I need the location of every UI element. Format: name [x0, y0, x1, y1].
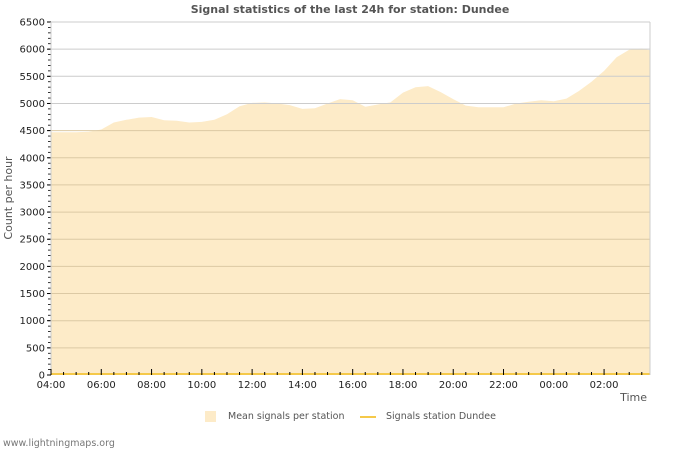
- y-tick-label: 1000: [20, 316, 45, 327]
- y-tick-label: 5500: [20, 72, 45, 83]
- x-tick-label: 12:00: [238, 380, 267, 391]
- y-tick-label: 6000: [20, 45, 45, 56]
- y-tick-label: 2000: [20, 262, 45, 273]
- y-tick-label: 3000: [20, 208, 45, 219]
- x-tick-label: 04:00: [37, 380, 66, 391]
- y-axis-title: Count per hour: [2, 156, 15, 240]
- y-tick-label: 5000: [20, 99, 45, 110]
- legend-item-station: Signals station Dundee: [360, 411, 496, 422]
- y-tick-label: 1500: [20, 289, 45, 300]
- x-tick-label: 20:00: [439, 380, 468, 391]
- x-tick-label: 16:00: [338, 380, 367, 391]
- y-tick-label: 3500: [20, 180, 45, 191]
- chart-title: Signal statistics of the last 24h for st…: [190, 3, 510, 16]
- x-tick-label: 02:00: [590, 380, 619, 391]
- x-axis-title: Time: [619, 391, 647, 404]
- y-tick-label: 6500: [20, 18, 45, 29]
- x-tick-label: 06:00: [87, 380, 116, 391]
- legend-item-mean: Mean signals per station: [205, 411, 344, 422]
- legend-label-station: Signals station Dundee: [386, 411, 496, 422]
- y-tick-label: 4000: [20, 153, 45, 164]
- y-tick-label: 500: [26, 343, 45, 354]
- y-tick-label: 0: [39, 371, 45, 382]
- x-tick-label: 18:00: [389, 380, 418, 391]
- legend-area-swatch: [205, 411, 216, 422]
- x-tick-label: 08:00: [137, 380, 166, 391]
- legend-label-mean: Mean signals per station: [228, 411, 345, 422]
- y-tick-label: 2500: [20, 235, 45, 246]
- x-tick-label: 00:00: [539, 380, 568, 391]
- x-tick-label: 14:00: [288, 380, 317, 391]
- legend-line-swatch: [360, 415, 376, 418]
- footer-credit: www.lightningmaps.org: [3, 438, 115, 449]
- x-tick-label: 10:00: [187, 380, 216, 391]
- x-tick-label: 22:00: [489, 380, 518, 391]
- y-tick-label: 4500: [20, 126, 45, 137]
